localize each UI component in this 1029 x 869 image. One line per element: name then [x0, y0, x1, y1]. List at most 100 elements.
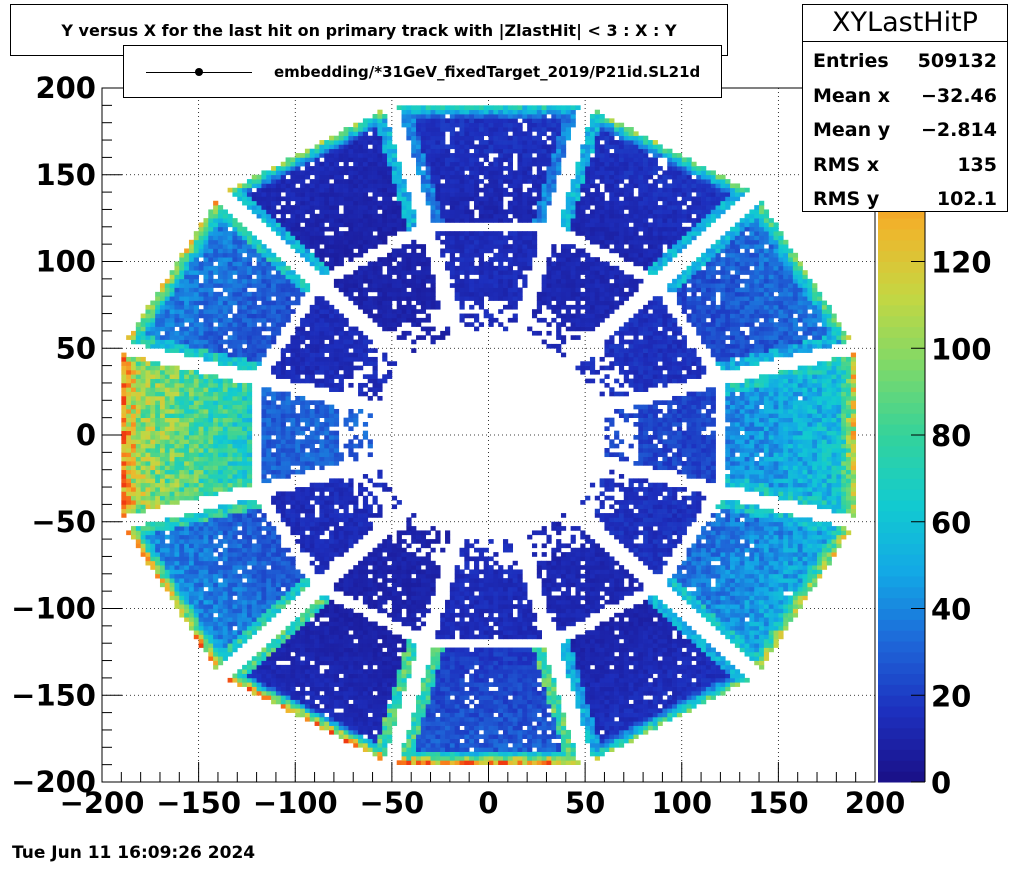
- heatmap-cell: [382, 643, 388, 648]
- heatmap-cell: [329, 252, 335, 258]
- heatmap-cell: [169, 365, 175, 371]
- heatmap-cell: [246, 673, 253, 679]
- heatmap-cell: [193, 404, 199, 410]
- heatmap-cell: [256, 317, 262, 323]
- heatmap-cell: [367, 218, 373, 223]
- heatmap-cell: [309, 699, 315, 705]
- heatmap-cell: [343, 166, 349, 171]
- heatmap-cell: [251, 278, 257, 284]
- heatmap-cell: [319, 725, 325, 731]
- heatmap-cell: [251, 205, 257, 210]
- heatmap-cell: [396, 669, 402, 674]
- heatmap-cell: [348, 361, 354, 366]
- heatmap-cell: [227, 461, 233, 466]
- heatmap-cell: [290, 664, 296, 670]
- heatmap-cell: [121, 374, 127, 379]
- heatmap-cell: [145, 556, 151, 562]
- heatmap-cell: [174, 426, 180, 432]
- heatmap-cell: [193, 296, 199, 301]
- heatmap-cell: [275, 374, 282, 379]
- heatmap-cell: [329, 309, 335, 314]
- heatmap-cell: [319, 552, 325, 557]
- heatmap-cell: [266, 465, 272, 471]
- heatmap-cell: [300, 192, 306, 197]
- heatmap-cell: [324, 270, 330, 275]
- heatmap-cell: [174, 465, 180, 471]
- heatmap-cell: [164, 495, 170, 501]
- heatmap-cell: [353, 122, 359, 128]
- heatmap-cell: [367, 161, 373, 167]
- heatmap-cell: [155, 313, 161, 319]
- heatmap-cell: [256, 565, 262, 570]
- heatmap-cell: [174, 469, 180, 475]
- heatmap-cell: [295, 352, 301, 358]
- heatmap-cell: [164, 565, 170, 570]
- heatmap-cell: [227, 474, 233, 479]
- heatmap-cell: [159, 435, 166, 440]
- heatmap-cell: [372, 495, 378, 501]
- heatmap-cell: [343, 153, 349, 158]
- heatmap-cell: [309, 378, 315, 384]
- heatmap-cell: [382, 712, 388, 718]
- heatmap-cell: [145, 413, 151, 418]
- heatmap-cell: [164, 326, 170, 332]
- heatmap-cell: [246, 343, 253, 349]
- heatmap-cell: [348, 231, 354, 236]
- heatmap-cell: [208, 456, 214, 462]
- heatmap-cell: [208, 287, 214, 293]
- heatmap-cell: [333, 630, 340, 635]
- heatmap-cell: [213, 565, 219, 570]
- heatmap-cell: [396, 205, 402, 210]
- heatmap-cell: [290, 456, 296, 462]
- heatmap-cell: [362, 435, 369, 440]
- heatmap-cell: [256, 213, 262, 219]
- heatmap-cell: [203, 513, 209, 518]
- heatmap-cell: [261, 200, 267, 206]
- heatmap-cell: [198, 404, 204, 410]
- heatmap-cell: [121, 465, 127, 471]
- heatmap-cell: [232, 673, 238, 679]
- heatmap-cell: [314, 218, 320, 223]
- heatmap-cell: [237, 469, 243, 475]
- heatmap-cell: [324, 369, 330, 375]
- heatmap-cell: [222, 278, 228, 284]
- heatmap-cell: [358, 248, 364, 254]
- heatmap-cell: [145, 443, 151, 449]
- heatmap-cell: [333, 521, 340, 527]
- heatmap-cell: [382, 157, 388, 163]
- heatmap-cell: [159, 487, 166, 492]
- heatmap-cell: [179, 417, 185, 423]
- heatmap-cell: [227, 400, 233, 405]
- heatmap-cell: [217, 608, 224, 614]
- heatmap-cell: [324, 343, 330, 349]
- heatmap-cell: [227, 625, 233, 631]
- heatmap-cell: [387, 569, 393, 575]
- heatmap-cell: [367, 183, 373, 189]
- heatmap-cell: [237, 391, 243, 397]
- heatmap-cell: [213, 313, 219, 319]
- heatmap-cell: [164, 500, 170, 505]
- heatmap-cell: [266, 651, 272, 657]
- heatmap-cell: [227, 421, 233, 427]
- heatmap-cell: [208, 330, 214, 336]
- heatmap-cell: [353, 578, 359, 583]
- heatmap-cell: [271, 278, 277, 284]
- heatmap-cell: [164, 543, 170, 549]
- heatmap-cell: [382, 742, 388, 748]
- heatmap-cell: [329, 500, 335, 505]
- heatmap-cell: [251, 322, 257, 327]
- heatmap-cell: [324, 140, 330, 145]
- heatmap-cell: [261, 391, 267, 397]
- heatmap-cell: [271, 604, 277, 609]
- heatmap-cell: [348, 244, 354, 249]
- heatmap-cell: [164, 330, 170, 336]
- heatmap-cell: [208, 647, 214, 653]
- heatmap-cell: [213, 430, 219, 436]
- heatmap-cell: [251, 517, 257, 523]
- heatmap-cell: [208, 348, 214, 353]
- heatmap-cell: [188, 565, 195, 570]
- heatmap-cell: [203, 304, 209, 310]
- heatmap-cell: [362, 621, 369, 627]
- heatmap-cell: [319, 625, 325, 631]
- heatmap-cell: [213, 569, 219, 575]
